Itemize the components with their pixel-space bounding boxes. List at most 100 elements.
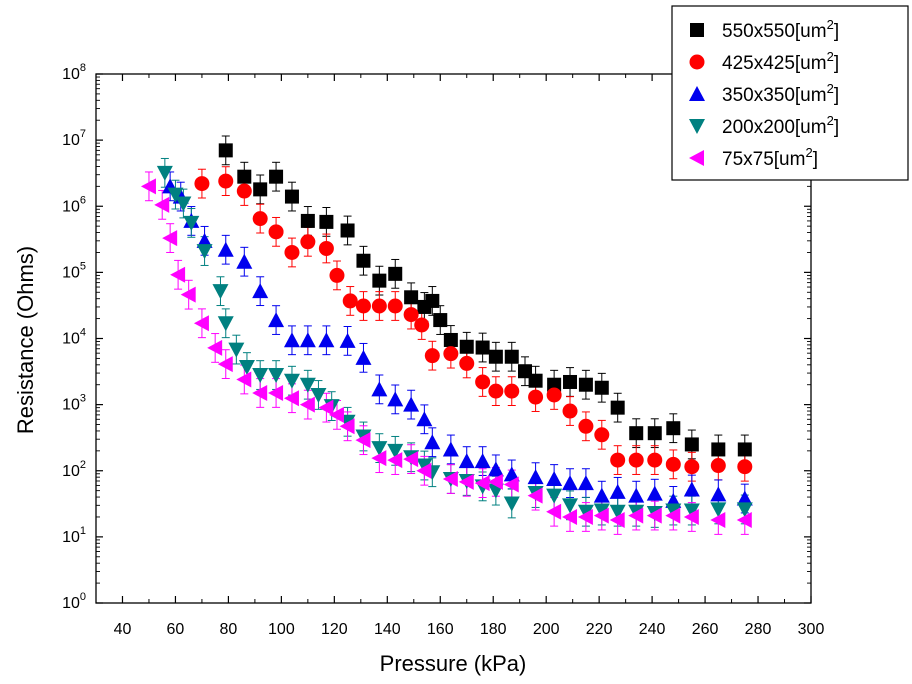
data-point	[562, 498, 579, 514]
data-point	[319, 214, 334, 229]
data-point	[268, 384, 284, 401]
legend-label: 350x350[um2]	[722, 81, 839, 106]
x-axis-ticks: 40 60 80 100 120 140 160 180 200 220 240 260 280 300	[114, 74, 824, 638]
legend-box	[671, 5, 909, 181]
data-point	[342, 293, 358, 309]
x-tick-label: 240	[639, 621, 666, 638]
data-point	[475, 374, 491, 390]
data-point	[196, 244, 213, 260]
data-point	[594, 380, 609, 395]
data-point	[154, 196, 170, 213]
data-point	[371, 441, 388, 457]
data-point	[299, 377, 316, 393]
data-point	[299, 332, 316, 348]
data-point	[371, 298, 387, 314]
data-point	[268, 224, 284, 240]
data-point	[268, 368, 285, 384]
x-tick-label: 80	[220, 621, 238, 638]
data-point	[236, 183, 252, 199]
data-point	[488, 349, 503, 364]
data-point	[443, 332, 458, 347]
data-point	[218, 173, 234, 189]
data-point	[504, 349, 519, 364]
data-point	[269, 169, 284, 184]
data-point	[284, 189, 299, 204]
y-axis-ticks: 100 101 102 103 104 105 106 107 108	[62, 62, 811, 612]
data-point	[339, 418, 355, 435]
data-point	[193, 315, 209, 332]
data-point	[442, 441, 459, 457]
data-point	[371, 381, 388, 397]
data-point	[416, 458, 433, 474]
data-point	[284, 244, 300, 260]
data-point	[387, 443, 404, 459]
y-tick-label: 104	[62, 327, 86, 348]
data-point	[458, 453, 475, 469]
data-point	[683, 481, 700, 497]
data-point	[403, 451, 419, 468]
data-point	[414, 317, 430, 333]
data-point	[528, 389, 544, 405]
legend-marker	[689, 150, 704, 166]
x-tick-label: 140	[374, 621, 401, 638]
data-point	[475, 340, 490, 355]
data-point	[577, 508, 593, 525]
data-point	[504, 383, 520, 399]
data-point	[710, 458, 726, 474]
data-point	[355, 349, 372, 365]
data-point	[371, 450, 387, 467]
data-point	[387, 452, 403, 469]
data-point	[252, 368, 269, 384]
data-point	[283, 373, 300, 389]
data-point	[546, 387, 562, 403]
legend-label: 75x75[um2]	[722, 145, 818, 170]
data-point	[562, 475, 579, 491]
data-point	[665, 503, 682, 519]
data-point	[562, 403, 578, 419]
data-point	[609, 483, 626, 499]
y-tick-label: 108	[62, 62, 86, 83]
data-point	[546, 471, 563, 487]
data-point	[609, 504, 626, 520]
data-point	[339, 332, 356, 348]
data-point	[628, 452, 644, 468]
data-point	[683, 503, 700, 519]
data-point	[593, 487, 610, 503]
data-point	[228, 342, 245, 358]
x-tick-label: 120	[321, 621, 348, 638]
data-point	[207, 339, 223, 356]
data-point	[736, 502, 753, 518]
data-point	[252, 283, 269, 299]
data-point	[424, 348, 440, 364]
data-point	[329, 267, 345, 283]
data-point	[300, 213, 315, 228]
legend: 550x550[um2] 425x425[um2] 350x350[um2] 200x…	[671, 5, 909, 181]
data-point	[416, 462, 432, 479]
data-point	[610, 400, 625, 415]
data-point	[404, 290, 419, 305]
data-point	[236, 371, 252, 388]
x-tick-label: 40	[114, 621, 132, 638]
data-point	[527, 487, 543, 504]
data-point	[628, 507, 644, 524]
data-point	[577, 504, 594, 520]
data-point	[503, 466, 520, 482]
data-point	[610, 452, 626, 468]
data-point	[252, 211, 268, 227]
data-point	[252, 384, 268, 401]
data-point	[594, 427, 610, 443]
data-point	[167, 187, 184, 203]
data-point	[647, 452, 663, 468]
data-point	[283, 390, 299, 407]
data-point	[487, 461, 504, 477]
x-tick-label: 60	[167, 621, 185, 638]
data-point	[609, 511, 625, 528]
data-point	[236, 253, 253, 269]
data-point	[711, 442, 726, 457]
data-point	[503, 476, 519, 493]
x-tick-label: 180	[480, 621, 507, 638]
data-point	[578, 377, 593, 392]
data-point	[503, 496, 520, 512]
legend-marker	[689, 119, 705, 134]
